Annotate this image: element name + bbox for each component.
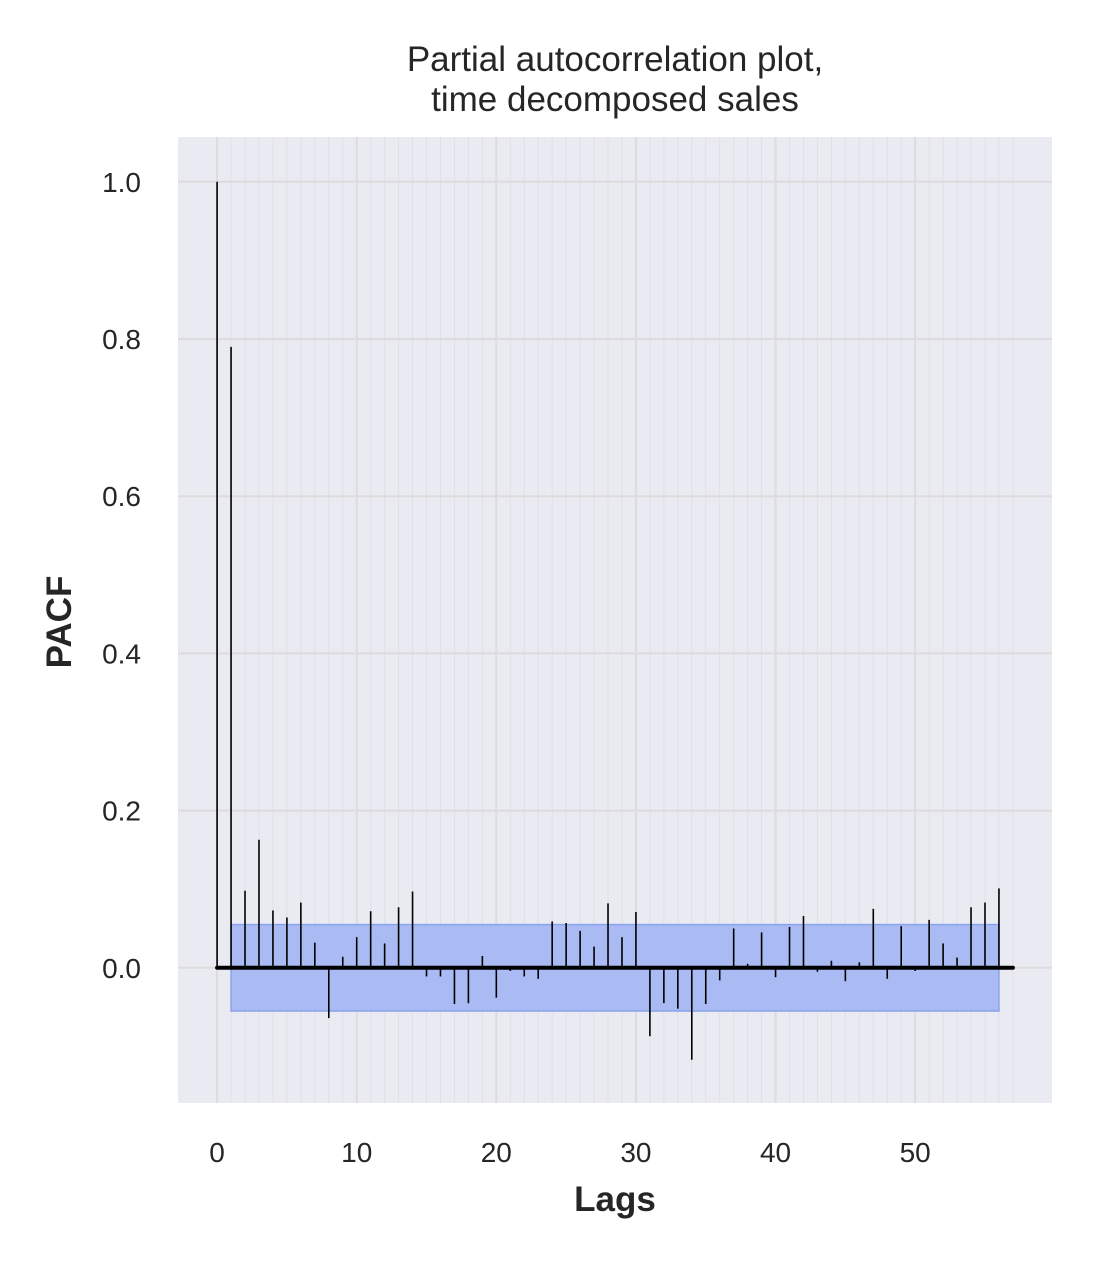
y-tick-label: 0.0 (102, 953, 141, 984)
y-axis-label: PACF (40, 575, 79, 669)
x-tick-label: 0 (209, 1137, 225, 1168)
y-tick-label: 0.6 (102, 481, 141, 512)
x-tick-label: 40 (760, 1137, 791, 1168)
y-tick-label: 0.2 (102, 796, 141, 827)
y-tick-label: 1.0 (102, 167, 141, 198)
y-tick-label: 0.8 (102, 324, 141, 355)
chart-title-line-1: Partial autocorrelation plot, (406, 40, 824, 79)
x-tick-label: 50 (900, 1137, 931, 1168)
x-tick-label: 30 (620, 1137, 651, 1168)
chart-title-line-2: time decomposed sales (431, 80, 799, 119)
x-axis-label: Lags (574, 1180, 656, 1219)
x-tick-label: 20 (481, 1137, 512, 1168)
y-tick-label: 0.4 (102, 638, 141, 669)
x-tick-label: 10 (341, 1137, 372, 1168)
